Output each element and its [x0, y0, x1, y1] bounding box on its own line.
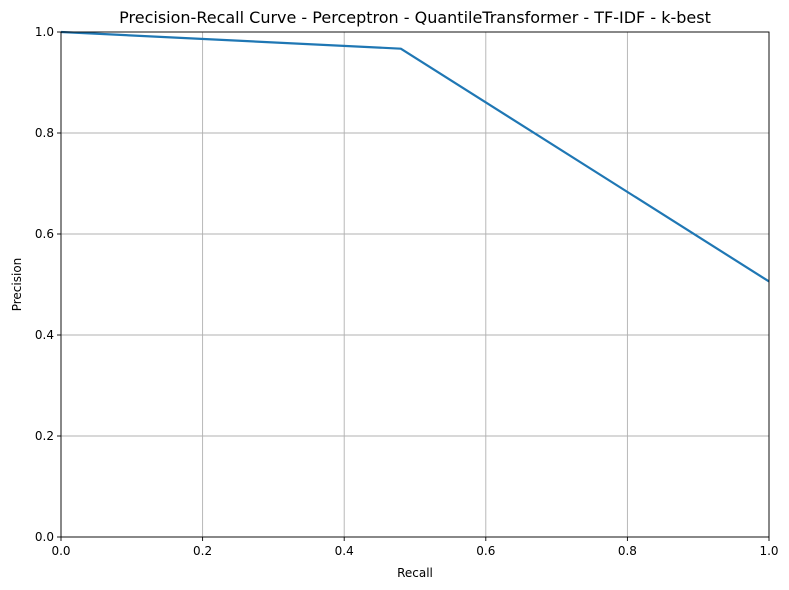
y-tick-label: 0.0 — [35, 530, 54, 544]
y-tick-label: 1.0 — [35, 25, 54, 39]
y-axis-label: Precision — [10, 258, 24, 312]
x-tick-label: 1.0 — [759, 544, 778, 558]
x-tick-label: 0.0 — [51, 544, 70, 558]
x-tick-label: 0.2 — [193, 544, 212, 558]
grid — [60, 31, 770, 538]
y-axis-ticks: 0.0 0.2 0.4 0.6 0.8 1.0 — [35, 25, 61, 544]
y-tick-label: 0.6 — [35, 227, 54, 241]
x-axis-label: Recall — [397, 566, 433, 580]
series-layer — [60, 30, 770, 283]
x-tick-label: 0.8 — [618, 544, 637, 558]
plot-frame — [60, 31, 770, 538]
pr-curve-line — [60, 30, 770, 283]
y-tick-label: 0.2 — [35, 429, 54, 443]
chart-title: Precision-Recall Curve - Perceptron - Qu… — [119, 8, 711, 27]
x-tick-label: 0.4 — [335, 544, 354, 558]
y-tick-label: 0.4 — [35, 328, 54, 342]
x-axis-ticks: 0.0 0.2 0.4 0.6 0.8 1.0 — [51, 537, 779, 558]
y-tick-label: 0.8 — [35, 126, 54, 140]
x-tick-label: 0.6 — [476, 544, 495, 558]
